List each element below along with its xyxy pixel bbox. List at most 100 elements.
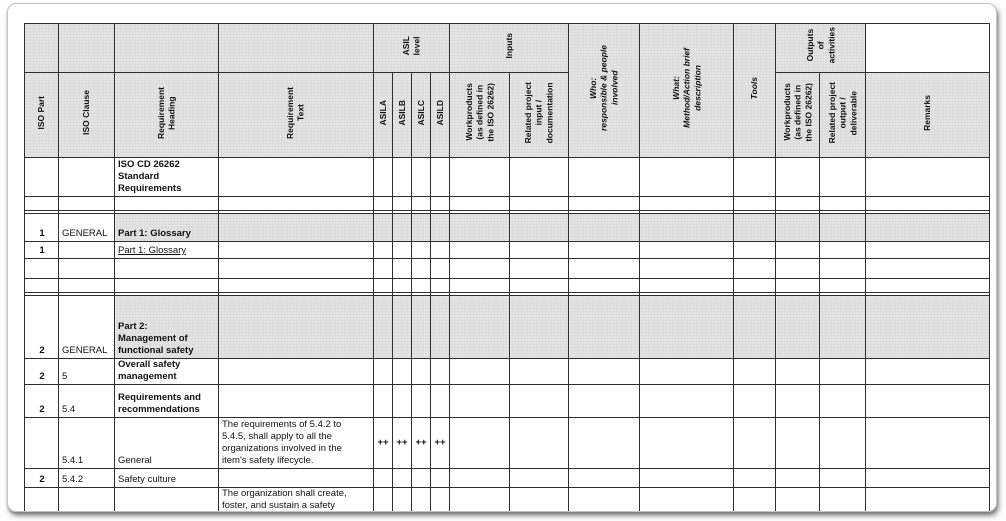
cell-related-in bbox=[509, 416, 569, 469]
header-spacer-iso-part bbox=[24, 23, 59, 73]
cell-tools bbox=[733, 467, 776, 488]
iso-clause-label: ISO Clause bbox=[81, 90, 92, 135]
cell-workproducts-out bbox=[775, 241, 820, 259]
cell-asil-c bbox=[411, 196, 431, 211]
table-header: ASIL level Inputs Who: responsible & peo… bbox=[24, 23, 990, 158]
cell-workproducts-in bbox=[449, 467, 510, 488]
table-row: 1 GENERAL Part 1: Glossary bbox=[24, 213, 990, 242]
cell-asil-b bbox=[392, 196, 412, 211]
header-label-row: ISO Part ISO Clause Requirement Heading … bbox=[24, 72, 990, 158]
cell-asil-c bbox=[411, 486, 431, 511]
cell-asil-d bbox=[430, 258, 450, 279]
cell-asil-c bbox=[411, 358, 431, 385]
table-row: ISO CD 26262 Standard Requirements bbox=[24, 157, 990, 197]
who-label: Who: responsible & people involved bbox=[588, 45, 620, 131]
cell-asil-a bbox=[373, 258, 393, 279]
cell-what bbox=[639, 196, 734, 211]
cell-asil-d bbox=[430, 486, 450, 511]
cell-req-heading: Part 2: Management of functional safety bbox=[114, 295, 219, 359]
cell-req-text: The requirements of 5.4.2 to 5.4.5, shal… bbox=[218, 416, 374, 469]
iso-part-label: ISO Part bbox=[36, 95, 47, 130]
table-row bbox=[24, 292, 990, 296]
cell-related-out bbox=[819, 213, 866, 242]
col-header-asil-d: ASILD bbox=[430, 72, 450, 158]
cell-asil-a bbox=[373, 383, 393, 418]
header-spacer-iso-clause bbox=[58, 23, 115, 73]
cell-asil-a bbox=[373, 157, 393, 197]
cell-req-heading bbox=[114, 196, 219, 211]
cell-iso-clause bbox=[58, 157, 115, 197]
cell-iso-part bbox=[24, 196, 59, 211]
cell-asil-b bbox=[392, 358, 412, 385]
cell-related-out bbox=[819, 241, 866, 259]
cell-remarks bbox=[865, 486, 990, 511]
cell-remarks bbox=[865, 416, 990, 469]
cell-asil-b bbox=[392, 295, 412, 359]
table-body: ISO CD 26262 Standard Requirements 1 GENER… bbox=[24, 157, 990, 511]
col-header-what: What: Method/Action brief description bbox=[639, 23, 734, 158]
cell-iso-part: 2 bbox=[24, 383, 59, 418]
cell-asil-b bbox=[392, 383, 412, 418]
cell-asil-c bbox=[411, 383, 431, 418]
cell-what bbox=[639, 258, 734, 279]
table-row: 5.4.1 General The requirements of 5.4.2 to… bbox=[24, 416, 990, 469]
cell-workproducts-out bbox=[775, 258, 820, 279]
col-header-iso-part: ISO Part bbox=[24, 72, 59, 158]
cell-who bbox=[568, 196, 640, 211]
cell-asil-b: ++ bbox=[392, 416, 412, 469]
cell-who bbox=[568, 358, 640, 385]
table-row: 2 5 Overall safety management bbox=[24, 358, 990, 385]
cell-asil-d bbox=[430, 157, 450, 197]
cell-req-text bbox=[218, 196, 374, 211]
cell-asil-b bbox=[392, 213, 412, 242]
header-spacer-remarks bbox=[865, 23, 990, 73]
cell-what bbox=[639, 358, 734, 385]
col-header-asil-a: ASILA bbox=[373, 72, 393, 158]
cell-iso-clause: 5 bbox=[58, 358, 115, 385]
cell-workproducts-in bbox=[449, 213, 510, 242]
cell-workproducts-in bbox=[449, 358, 510, 385]
table-row: 2 5.4 Requirements and recommendations bbox=[24, 383, 990, 418]
cell-related-in bbox=[509, 196, 569, 211]
cell-iso-part: 2 bbox=[24, 295, 59, 359]
cell-asil-a bbox=[373, 196, 393, 211]
cell-remarks bbox=[865, 213, 990, 242]
cell-workproducts-in bbox=[449, 486, 510, 511]
inputs-label: Inputs bbox=[503, 32, 514, 59]
cell-req-heading: Part 1: Glossary bbox=[114, 213, 219, 242]
cell-iso-clause: GENERAL bbox=[58, 295, 115, 359]
col-header-remarks: Remarks bbox=[865, 72, 990, 158]
req-text-label: Requirement Text bbox=[285, 86, 306, 139]
cell-workproducts-out bbox=[775, 416, 820, 469]
cell-asil-a bbox=[373, 467, 393, 488]
cell-remarks bbox=[865, 278, 990, 293]
cell-what bbox=[639, 467, 734, 488]
col-header-req-text: Requirement Text bbox=[218, 72, 374, 158]
cell-asil-c bbox=[411, 295, 431, 359]
related-out-label: Related project output / deliverable bbox=[826, 81, 858, 144]
cell-req-heading: Overall safety management bbox=[114, 358, 219, 385]
cell-asil-d bbox=[430, 295, 450, 359]
workproducts-out-label: Workproducts (as defined in the ISO 2626… bbox=[781, 83, 813, 142]
cell-req-text bbox=[218, 258, 374, 279]
col-header-workproducts-in: Workproducts (as defined in the ISO 2626… bbox=[449, 72, 510, 158]
table-row: 2 5.4.2 Safety culture bbox=[24, 467, 990, 488]
cell-iso-part: 1 bbox=[24, 213, 59, 242]
cell-asil-c bbox=[411, 258, 431, 279]
cell-related-out bbox=[819, 486, 866, 511]
cell-related-in bbox=[509, 258, 569, 279]
cell-workproducts-in bbox=[449, 295, 510, 359]
cell-req-text bbox=[218, 295, 374, 359]
cell-req-text bbox=[218, 358, 374, 385]
cell-req-text bbox=[218, 157, 374, 197]
cell-who bbox=[568, 278, 640, 293]
cell-remarks bbox=[865, 196, 990, 211]
cell-who bbox=[568, 416, 640, 469]
cell-iso-part: 1 bbox=[24, 241, 59, 259]
cell-workproducts-in bbox=[449, 196, 510, 211]
cell-workproducts-in bbox=[449, 258, 510, 279]
cell-asil-b bbox=[392, 486, 412, 511]
tools-label: Tools bbox=[749, 76, 760, 100]
cell-req-text bbox=[218, 241, 374, 259]
